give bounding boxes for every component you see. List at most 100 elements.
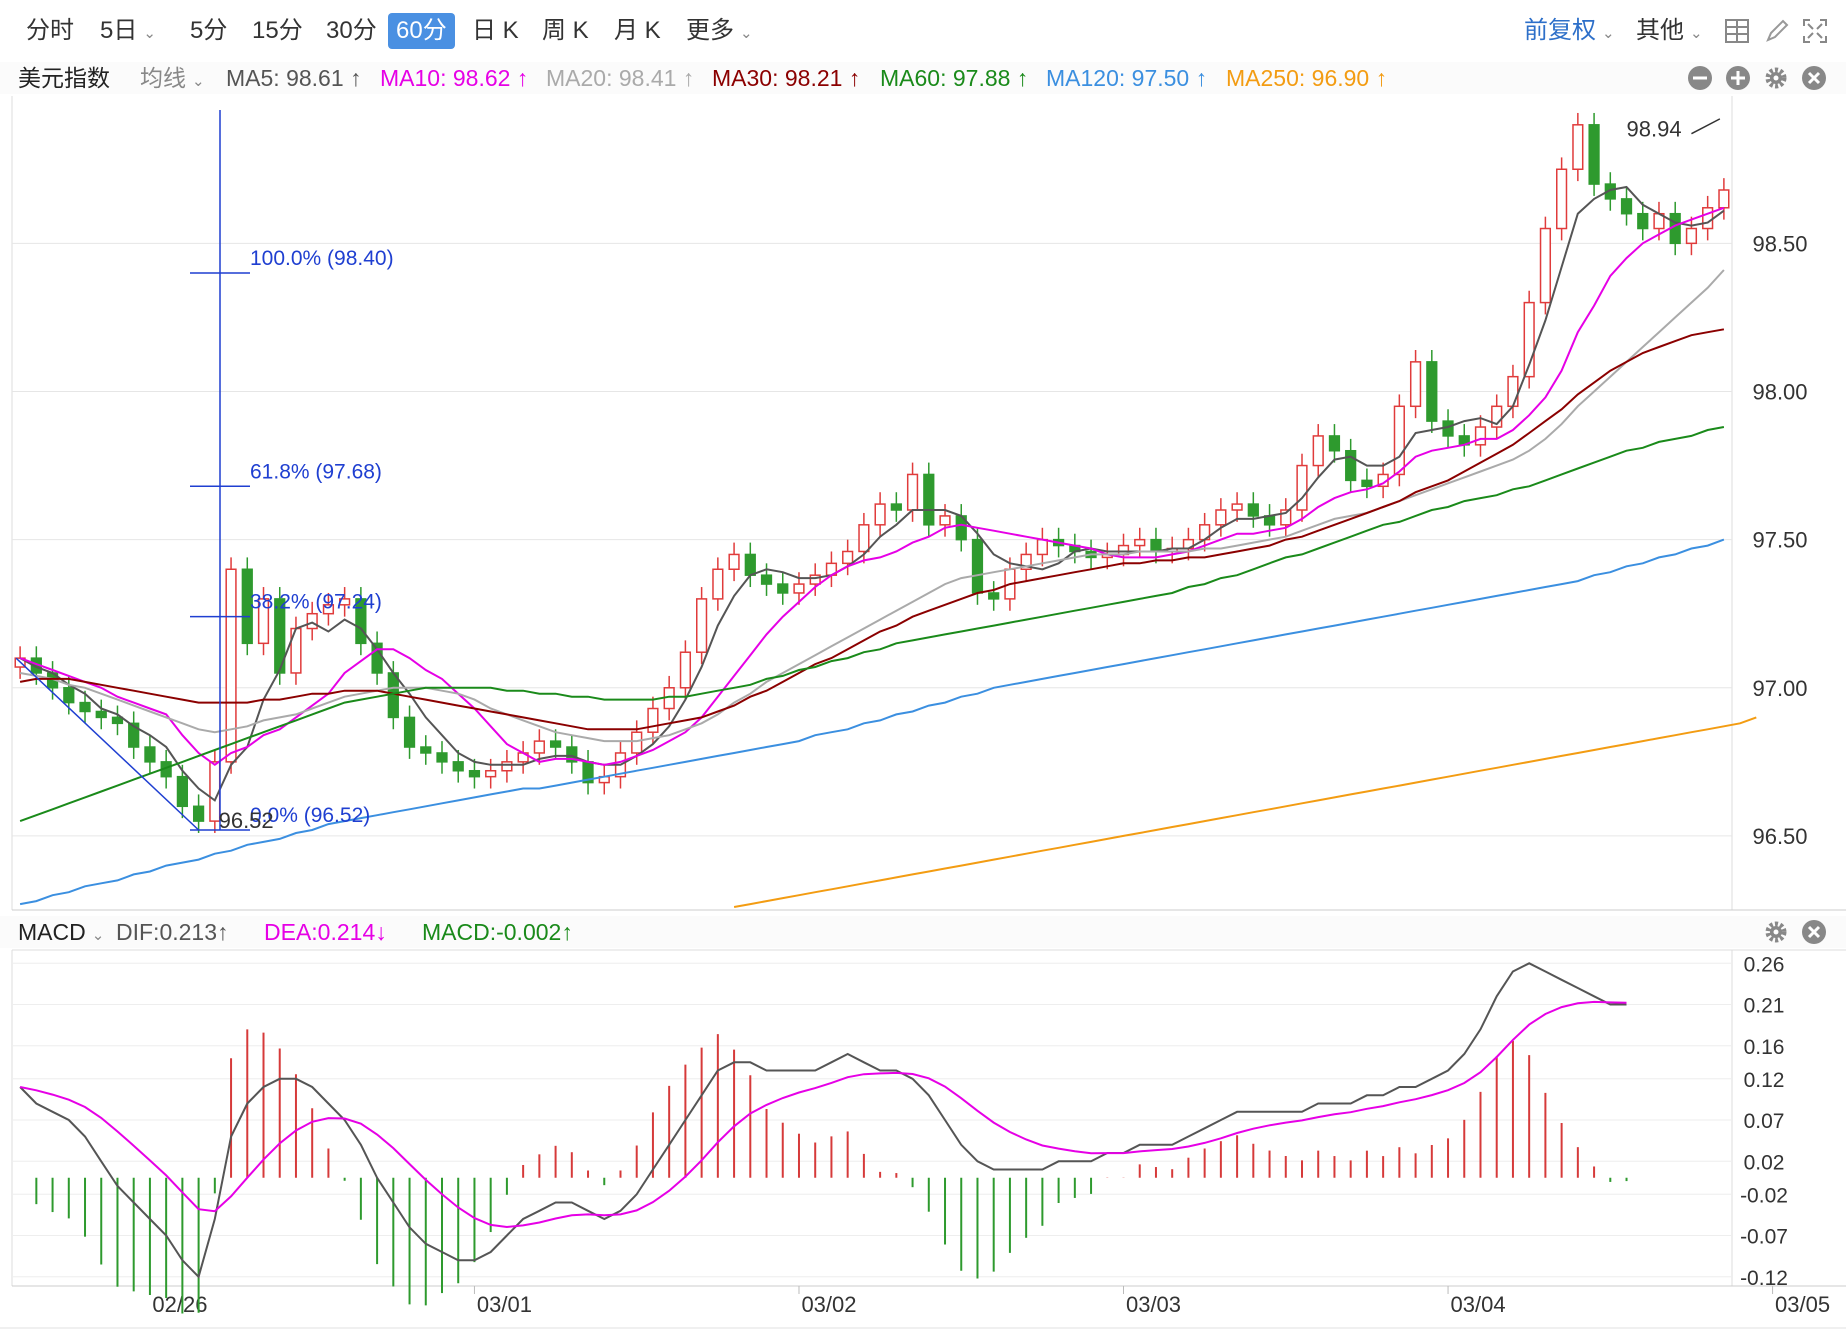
candle-body <box>760 574 773 585</box>
ma-line-ma250 <box>733 716 1757 908</box>
close-icon[interactable] <box>1800 64 1828 92</box>
candle-body <box>647 707 659 733</box>
legend-macd-value: MACD:-0.002↑ <box>422 919 573 945</box>
candle-body <box>744 553 756 576</box>
candle-body <box>1604 183 1616 200</box>
macd-tick-label: -0.12 <box>1740 1267 1788 1290</box>
macd-close-icon[interactable] <box>1800 918 1828 946</box>
macd-settings-gear-icon[interactable] <box>1762 918 1790 946</box>
tab-60min[interactable]: 60分 <box>388 13 455 49</box>
candle-body <box>1312 435 1324 467</box>
legend-dif: DIF:0.213↑ <box>116 919 229 945</box>
ma-line-ma10 <box>19 206 1725 767</box>
tab-5min[interactable]: 5分 <box>190 17 228 44</box>
high-price-arrow <box>1691 118 1721 135</box>
candle-body <box>890 503 902 511</box>
ma-legend: 美元指数 均线 ⌄ MA5: 98.61 ↑ MA10: 98.62 ↑ MA20… <box>0 62 1846 94</box>
candle-body <box>339 598 351 606</box>
candle-body <box>1718 189 1730 209</box>
candle-body <box>971 538 984 594</box>
candle-body <box>1280 509 1292 526</box>
candle-body <box>809 574 821 585</box>
macd-tick-label: -0.07 <box>1740 1226 1788 1249</box>
candle-body <box>533 740 545 754</box>
symbol-name: 美元指数 <box>18 65 110 91</box>
candle-body <box>1036 538 1048 556</box>
candle-body <box>1020 553 1032 571</box>
candle-body <box>355 598 367 645</box>
candle-body <box>566 746 578 763</box>
date-tick-label: 03/05 <box>1775 1292 1830 1317</box>
macd-tick-label: 0.21 <box>1744 995 1785 1018</box>
candle-body <box>144 746 156 763</box>
candle-body <box>793 583 805 594</box>
candle-body <box>1702 207 1714 230</box>
candle-body <box>79 701 91 713</box>
candle-body <box>1588 124 1600 185</box>
settings-gear-icon[interactable] <box>1762 64 1790 92</box>
candle-body <box>1393 405 1405 476</box>
macd-dea-line <box>19 1000 1627 1229</box>
candle-body <box>225 568 237 763</box>
macd-indicator-select[interactable]: MACD ⌄ <box>18 919 105 945</box>
draw-pen-icon[interactable] <box>1762 16 1792 46</box>
candle-body <box>1345 449 1357 482</box>
legend-ma120: MA120: 97.50 ↑ <box>1046 65 1208 91</box>
candle-body <box>111 716 124 725</box>
candle-body <box>988 592 1000 600</box>
candle-body <box>728 553 740 571</box>
candle-body <box>1215 509 1227 526</box>
candle-body <box>906 473 919 511</box>
candle-body <box>1296 464 1308 511</box>
tab-5day[interactable]: 5日 ⌄ <box>100 17 156 44</box>
price-tick-label: 97.50 <box>1752 528 1807 553</box>
legend-dea: DEA:0.214↓ <box>264 919 387 945</box>
macd-tick-label: 0.12 <box>1744 1069 1785 1092</box>
candle-body <box>712 568 724 600</box>
grid-icon[interactable] <box>1722 16 1752 46</box>
adjust-select[interactable]: 前复权 ⌄ <box>1524 17 1615 44</box>
fullscreen-icon[interactable] <box>1800 16 1830 46</box>
candle-body <box>1572 124 1584 171</box>
candle-body <box>1150 538 1162 553</box>
tab-more[interactable]: 更多 ⌄ <box>686 17 753 44</box>
candle-body <box>923 473 935 526</box>
candle-body <box>420 746 432 754</box>
candle-body <box>176 775 188 808</box>
zoom-out-icon[interactable] <box>1686 64 1714 92</box>
other-select[interactable]: 其他 ⌄ <box>1636 17 1703 44</box>
candle-body <box>1556 168 1568 230</box>
candle-body <box>1539 227 1552 304</box>
tab-30min[interactable]: 30分 <box>326 17 377 44</box>
chevron-down-icon: ⌄ <box>143 25 156 42</box>
candle-body <box>192 805 205 822</box>
tab-weekly-k[interactable]: 周 K <box>542 17 589 44</box>
price-tick-label: 98.00 <box>1752 379 1807 404</box>
tab-daily-k[interactable]: 日 K <box>472 17 519 44</box>
candle-body <box>306 612 318 630</box>
legend-ma10: MA10: 98.62 ↑ <box>380 65 529 91</box>
chevron-down-icon: ⌄ <box>1690 25 1703 42</box>
legend-ma250: MA250: 96.90 ↑ <box>1226 65 1388 91</box>
ma-line-ma5 <box>19 185 1725 802</box>
ma-line-ma120 <box>19 538 1725 906</box>
ma-type-select[interactable]: 均线 ⌄ <box>140 65 205 91</box>
candle-body <box>1685 227 1698 245</box>
fibonacci-trendline <box>15 657 200 831</box>
candle-body <box>858 524 870 553</box>
price-tick-label: 98.50 <box>1752 231 1807 256</box>
candle-body <box>322 604 335 615</box>
zoom-in-icon[interactable] <box>1724 64 1752 92</box>
candle-body <box>874 503 886 526</box>
low-price-label: 96.52 <box>219 808 274 833</box>
tab-monthly-k[interactable]: 月 K <box>614 17 661 44</box>
candle-body <box>1134 538 1146 547</box>
candle-body <box>1426 361 1438 422</box>
tab-intraday[interactable]: 分时 <box>26 17 74 44</box>
tab-15min[interactable]: 15分 <box>252 17 303 44</box>
chevron-down-icon: ⌄ <box>740 25 753 42</box>
period-toolbar: 分时 5日 ⌄ 5分 15分 30分 60分 日 K 周 K 月 K 更多 ⌄ 前复… <box>0 0 1846 62</box>
chevron-down-icon: ⌄ <box>192 73 205 90</box>
